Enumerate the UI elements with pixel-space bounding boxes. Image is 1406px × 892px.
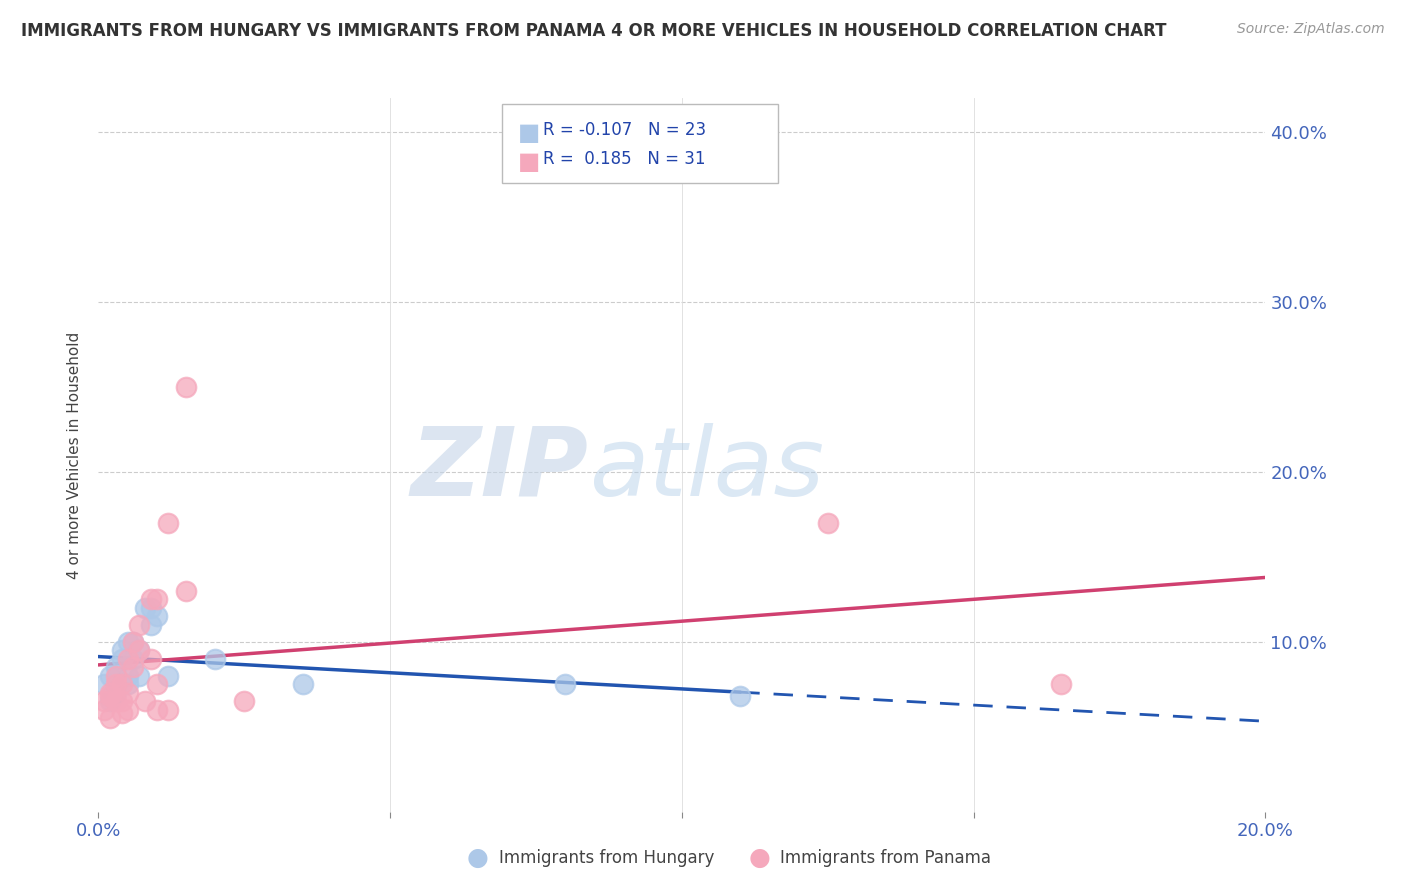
Text: IMMIGRANTS FROM HUNGARY VS IMMIGRANTS FROM PANAMA 4 OR MORE VEHICLES IN HOUSEHOL: IMMIGRANTS FROM HUNGARY VS IMMIGRANTS FR… xyxy=(21,22,1167,40)
Text: Source: ZipAtlas.com: Source: ZipAtlas.com xyxy=(1237,22,1385,37)
Point xyxy=(111,694,134,708)
Point xyxy=(117,677,139,691)
Point xyxy=(817,516,839,530)
Text: atlas: atlas xyxy=(589,423,824,516)
Point xyxy=(117,686,139,700)
Text: Immigrants from Hungary: Immigrants from Hungary xyxy=(499,849,714,867)
Point xyxy=(104,660,127,674)
Point xyxy=(139,592,162,607)
Point xyxy=(104,669,127,683)
Point xyxy=(98,694,121,708)
Point xyxy=(104,686,127,700)
Point xyxy=(139,652,162,666)
Point xyxy=(204,652,226,666)
Point xyxy=(111,643,134,657)
Point xyxy=(128,643,150,657)
Point xyxy=(93,703,115,717)
Point xyxy=(146,703,169,717)
Point xyxy=(122,652,145,666)
Point xyxy=(174,583,197,598)
Text: ●: ● xyxy=(748,847,770,870)
Text: Immigrants from Panama: Immigrants from Panama xyxy=(780,849,991,867)
Point xyxy=(139,617,162,632)
Text: R =  0.185   N = 31: R = 0.185 N = 31 xyxy=(543,150,706,168)
Point xyxy=(728,689,751,703)
Text: ZIP: ZIP xyxy=(411,423,589,516)
Point xyxy=(233,694,256,708)
Point xyxy=(122,635,145,649)
Point xyxy=(104,694,127,708)
Point xyxy=(93,694,115,708)
Point xyxy=(104,677,127,691)
Text: ■: ■ xyxy=(517,150,540,174)
Point xyxy=(134,600,156,615)
Point xyxy=(146,592,169,607)
Point xyxy=(111,677,134,691)
Point xyxy=(117,635,139,649)
Point xyxy=(139,600,162,615)
Point xyxy=(146,609,169,624)
Point xyxy=(128,669,150,683)
Point xyxy=(174,380,197,394)
Point xyxy=(117,669,139,683)
Y-axis label: 4 or more Vehicles in Household: 4 or more Vehicles in Household xyxy=(67,331,83,579)
Text: ■: ■ xyxy=(517,121,540,145)
Point xyxy=(554,677,576,691)
Point xyxy=(93,677,115,691)
Point xyxy=(146,677,169,691)
Point xyxy=(122,660,145,674)
Point xyxy=(134,694,156,708)
Point xyxy=(98,711,121,725)
Point xyxy=(128,643,150,657)
Point xyxy=(98,686,121,700)
Point xyxy=(291,677,314,691)
Point xyxy=(117,703,139,717)
Point xyxy=(1050,677,1073,691)
Text: ●: ● xyxy=(467,847,489,870)
Point xyxy=(98,669,121,683)
Point xyxy=(122,635,145,649)
Point xyxy=(111,706,134,721)
Point xyxy=(117,652,139,666)
Point xyxy=(157,703,180,717)
Text: R = -0.107   N = 23: R = -0.107 N = 23 xyxy=(543,121,706,139)
Point xyxy=(98,689,121,703)
Point xyxy=(111,652,134,666)
Point xyxy=(157,669,180,683)
Point xyxy=(128,617,150,632)
Point xyxy=(157,516,180,530)
